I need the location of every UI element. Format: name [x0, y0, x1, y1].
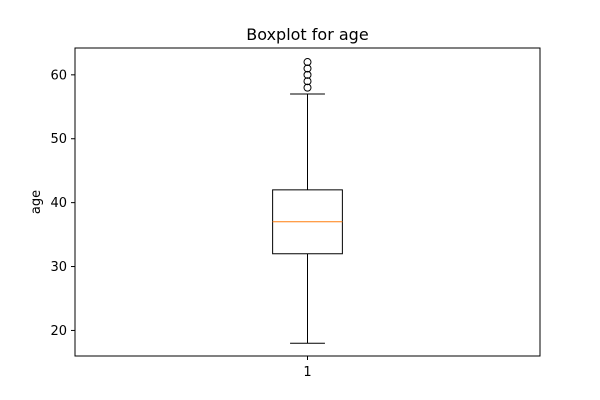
y-tick-label: 30	[50, 260, 67, 275]
chart-title: Boxplot for age	[246, 25, 368, 44]
y-axis: 20 30 40 50 60	[50, 68, 75, 339]
x-axis: 1	[303, 356, 312, 380]
outlier-point	[303, 70, 312, 79]
y-tick-label: 40	[50, 196, 67, 211]
boxes-group	[272, 58, 343, 344]
outlier-point	[303, 58, 312, 67]
y-tick-label: 20	[50, 324, 67, 339]
y-tick-label: 60	[50, 68, 67, 83]
outlier-point	[303, 77, 312, 86]
x-tick-label: 1	[303, 365, 311, 380]
y-tick-label: 50	[50, 132, 67, 147]
outlier-point	[303, 64, 312, 73]
outlier-point	[303, 83, 312, 92]
y-axis-label: age	[29, 190, 44, 214]
